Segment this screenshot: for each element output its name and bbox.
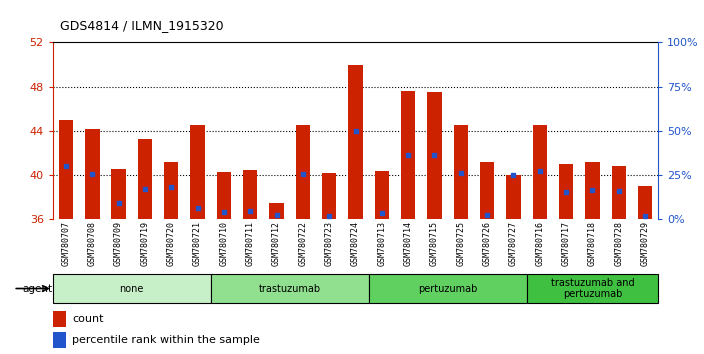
Bar (375, 171, 389, 219)
Text: none: none (120, 284, 144, 293)
Bar (58, 120, 73, 219)
Bar (164, 162, 179, 219)
Text: GDS4814 / ILMN_1915320: GDS4814 / ILMN_1915320 (60, 19, 223, 32)
Bar (480, 162, 494, 219)
Bar (190, 125, 205, 219)
Bar (559, 164, 573, 219)
Bar (270, 203, 284, 219)
Bar (210, 274, 369, 303)
Text: agent: agent (23, 284, 53, 293)
Text: trastuzumab and
pertuzumab: trastuzumab and pertuzumab (551, 278, 634, 299)
Bar (453, 125, 468, 219)
Bar (506, 175, 521, 219)
Text: percentile rank within the sample: percentile rank within the sample (73, 335, 260, 345)
Bar (85, 129, 99, 219)
Bar (111, 169, 126, 219)
Bar (296, 125, 310, 219)
Bar (243, 170, 258, 219)
Bar (532, 125, 547, 219)
Text: count: count (73, 314, 103, 324)
Text: pertuzumab: pertuzumab (418, 284, 477, 293)
Bar (585, 162, 600, 219)
Bar (638, 186, 653, 219)
Bar (53, 274, 210, 303)
Bar (427, 92, 441, 219)
Bar (527, 274, 658, 303)
Bar (138, 139, 152, 219)
Bar (612, 166, 626, 219)
Bar (53, 311, 66, 327)
Bar (401, 91, 415, 219)
Text: trastuzumab: trastuzumab (258, 284, 321, 293)
Bar (53, 332, 66, 348)
Bar (217, 172, 231, 219)
Bar (369, 274, 527, 303)
Bar (322, 173, 337, 219)
Bar (348, 65, 363, 219)
